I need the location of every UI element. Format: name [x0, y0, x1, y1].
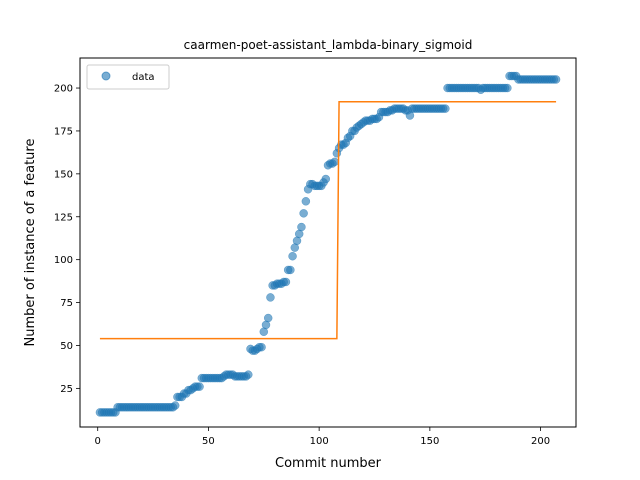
- data-layer: [95, 71, 561, 417]
- y-tick-label: 200: [54, 84, 73, 95]
- data-point: [330, 157, 339, 167]
- data-point: [503, 83, 512, 93]
- data-point: [441, 104, 450, 113]
- plot-frame: [79, 57, 577, 428]
- y-tick-label: 75: [60, 298, 73, 309]
- y-tick-label: 125: [54, 212, 73, 223]
- legend: data: [86, 64, 170, 90]
- x-tick-label: 50: [202, 436, 215, 447]
- ticks-layer: 0 50 100 150 200 25 50 75 100 125 150 175 200: [54, 84, 550, 447]
- y-tick-label: 150: [54, 169, 73, 180]
- x-tick-label: 150: [420, 436, 439, 447]
- y-tick-label: 25: [60, 384, 73, 395]
- legend-marker-data: [101, 71, 111, 81]
- data-point: [263, 313, 273, 323]
- legend-label-data: data: [132, 72, 155, 83]
- data-point: [288, 251, 297, 261]
- data-point: [281, 277, 291, 287]
- data-point: [551, 75, 561, 84]
- data-point: [297, 222, 306, 232]
- legend-box: [86, 64, 170, 90]
- x-axis-label: Commit number: [275, 456, 382, 471]
- data-point: [170, 401, 180, 410]
- y-tick-label: 175: [54, 126, 73, 137]
- x-tick-label: 0: [95, 436, 101, 447]
- data-point: [299, 209, 308, 218]
- chart-title: caarmen-poet-assistant_lambda-binary_sig…: [184, 38, 473, 52]
- y-tick-label: 100: [54, 255, 73, 266]
- y-tick-label: 50: [60, 341, 73, 352]
- data-point: [301, 197, 311, 206]
- y-axis-label: Number of instance of a feature: [23, 139, 38, 347]
- x-tick-label: 200: [531, 436, 550, 447]
- x-tick-label: 100: [310, 436, 329, 447]
- fit-line: [99, 101, 557, 340]
- data-point: [286, 265, 295, 275]
- data-point: [266, 293, 275, 302]
- data-point: [257, 342, 266, 352]
- data-point: [195, 382, 204, 391]
- data-point: [244, 370, 253, 379]
- data-point: [321, 174, 331, 184]
